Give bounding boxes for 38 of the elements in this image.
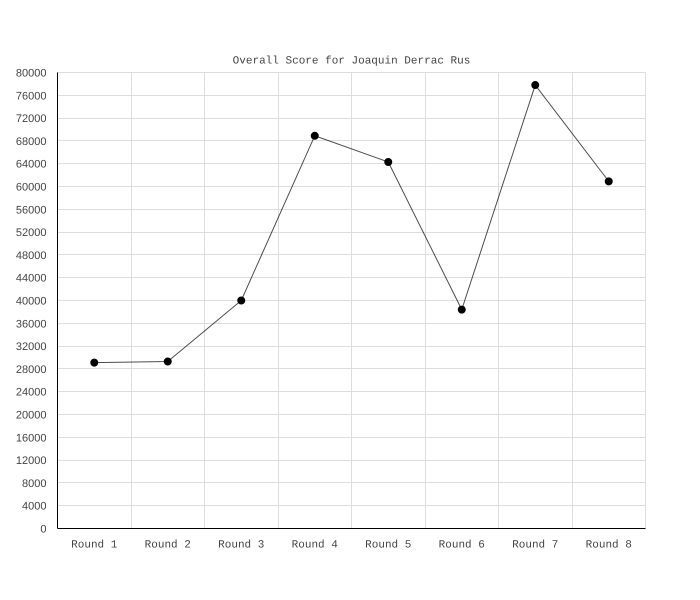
x-tick-label: Round 6: [438, 540, 485, 552]
y-tick-label: 12000: [16, 455, 47, 468]
point: [531, 81, 540, 90]
point: [604, 177, 613, 186]
y-tick-label: 28000: [16, 364, 47, 376]
point: [164, 357, 172, 366]
y-tick-label: 56000: [16, 204, 47, 216]
point: [310, 132, 319, 140]
y-tick-label: 60000: [16, 182, 47, 194]
y-tick-label: 8000: [22, 478, 47, 490]
x-tick-label: Round 4: [292, 540, 338, 552]
point: [237, 296, 246, 304]
y-tick-label: 4000: [22, 500, 47, 513]
y-tick-label: 40000: [16, 296, 47, 308]
y-tick-label: 68000: [16, 136, 47, 148]
x-tick-label: Round 3: [218, 540, 264, 552]
y-tick-label: 16000: [16, 432, 47, 444]
y-tick-label: 32000: [16, 341, 47, 354]
x-tick-label: Round 7: [512, 540, 558, 552]
y-tick-label: 20000: [16, 410, 47, 422]
x-tick-label: Round 1: [71, 540, 118, 552]
y-tick-label: 24000: [16, 386, 47, 399]
y-tick-label: 48000: [16, 250, 47, 262]
x-tick-label: Round 2: [144, 540, 191, 552]
y-tick-label: 72000: [16, 113, 47, 126]
y-tick-label: 0: [40, 524, 47, 536]
point: [384, 158, 392, 166]
y-tick-label: 80000: [16, 68, 47, 80]
y-tick-label: 52000: [16, 227, 47, 240]
x-tick-label: Round 5: [365, 540, 412, 552]
y-tick-label: 36000: [16, 318, 47, 330]
y-tick-label: 44000: [16, 272, 47, 285]
y-tick-label: 64000: [16, 158, 47, 171]
x-tick-label: Round 8: [586, 540, 632, 552]
point: [458, 306, 466, 314]
chart-title: Overall Score for Joaquin Derrac Rus: [232, 56, 470, 68]
y-tick-label: 76000: [16, 90, 47, 102]
point: [90, 358, 98, 367]
